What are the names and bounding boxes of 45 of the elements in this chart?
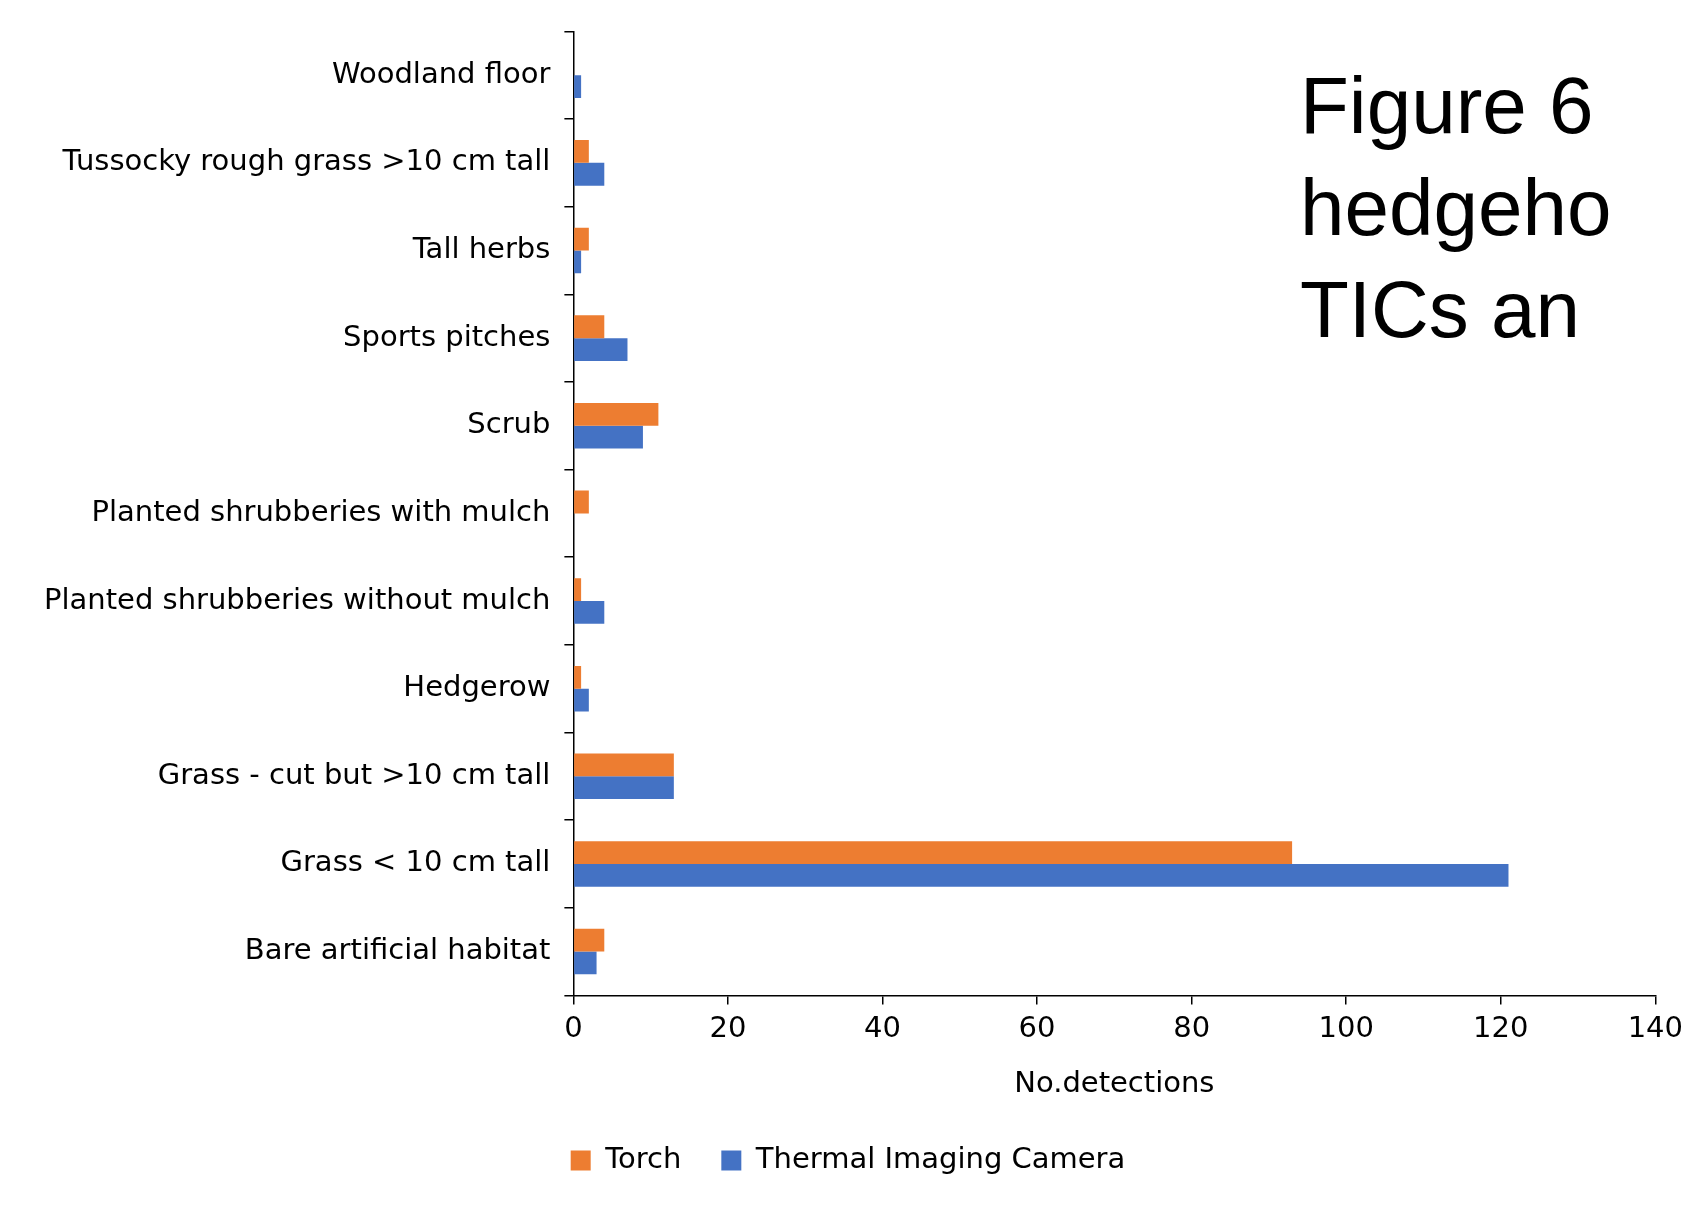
y-tick-label: Hedgerow xyxy=(403,669,551,704)
bar xyxy=(574,162,605,186)
bar xyxy=(574,338,628,361)
x-tick-label: 40 xyxy=(864,1010,901,1045)
y-tick-label: Planted shrubberies with mulch xyxy=(91,493,551,528)
y-tick-label: Sports pitches xyxy=(343,318,551,353)
x-tick-label: 80 xyxy=(1173,1010,1211,1045)
annotation: Figure 6 xyxy=(1300,60,1595,152)
bar xyxy=(574,490,589,514)
y-tick-label: Tall herbs xyxy=(411,231,551,266)
bar xyxy=(574,227,589,251)
x-tick-label: 0 xyxy=(564,1010,583,1045)
bar xyxy=(574,315,605,339)
x-tick-label: 100 xyxy=(1318,1010,1374,1045)
bar xyxy=(574,75,582,98)
x-axis-title: No.detections xyxy=(1014,1065,1215,1100)
bar xyxy=(574,753,674,777)
y-tick-label: Scrub xyxy=(467,406,551,441)
bar xyxy=(574,425,643,449)
bar xyxy=(574,402,659,426)
bar xyxy=(574,928,605,952)
y-tick-label: Tussocky rough grass >10 cm tall xyxy=(61,143,551,178)
y-tick-label: Planted shrubberies without mulch xyxy=(43,581,551,616)
bar xyxy=(574,688,589,712)
legend-label: Thermal Imaging Camera xyxy=(754,1141,1126,1176)
bar xyxy=(574,776,674,800)
x-tick-label: 120 xyxy=(1473,1010,1529,1045)
y-tick-label: Grass < 10 cm tall xyxy=(280,844,551,879)
bar xyxy=(574,841,1293,864)
x-tick-label: 60 xyxy=(1018,1010,1056,1045)
legend-label: Torch xyxy=(604,1141,682,1176)
bar xyxy=(574,863,1509,887)
x-tick-label: 20 xyxy=(709,1010,747,1045)
annotation: hedgeho xyxy=(1300,162,1612,254)
bar xyxy=(574,665,582,689)
bar xyxy=(574,578,582,602)
bar xyxy=(574,601,605,624)
x-tick-label: 140 xyxy=(1627,1010,1683,1045)
y-tick-label: Bare artificial habitat xyxy=(244,932,551,967)
bar xyxy=(574,140,589,163)
bar xyxy=(574,951,597,975)
bar xyxy=(574,250,582,274)
y-tick-label: Grass - cut but >10 cm tall xyxy=(157,756,551,791)
annotation: TICs an xyxy=(1300,264,1582,356)
y-tick-label: Woodland floor xyxy=(331,55,551,90)
